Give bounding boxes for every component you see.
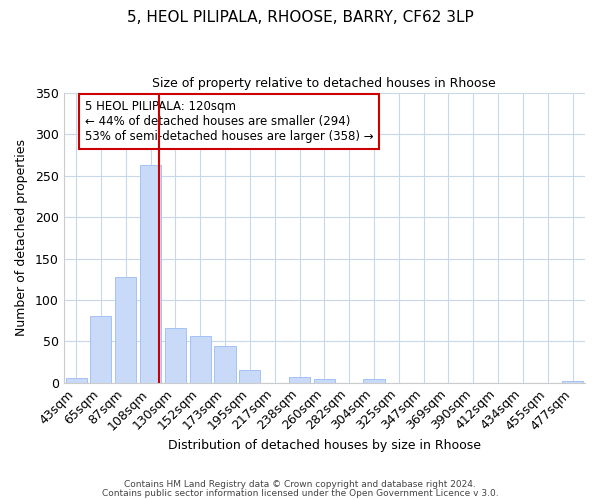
Text: Contains HM Land Registry data © Crown copyright and database right 2024.: Contains HM Land Registry data © Crown c… [124,480,476,489]
Text: Contains public sector information licensed under the Open Government Licence v : Contains public sector information licen… [101,488,499,498]
X-axis label: Distribution of detached houses by size in Rhoose: Distribution of detached houses by size … [168,440,481,452]
Text: 5 HEOL PILIPALA: 120sqm
← 44% of detached houses are smaller (294)
53% of semi-d: 5 HEOL PILIPALA: 120sqm ← 44% of detache… [85,100,373,144]
Bar [239,370,260,383]
Bar [65,378,86,383]
Bar [364,380,385,383]
Bar [214,346,236,383]
Title: Size of property relative to detached houses in Rhoose: Size of property relative to detached ho… [152,78,496,90]
Bar [165,328,186,383]
Text: 5, HEOL PILIPALA, RHOOSE, BARRY, CF62 3LP: 5, HEOL PILIPALA, RHOOSE, BARRY, CF62 3L… [127,10,473,25]
Bar [115,277,136,383]
Y-axis label: Number of detached properties: Number of detached properties [15,140,28,336]
Bar [289,377,310,383]
Bar [190,336,211,383]
Bar [140,165,161,383]
Bar [562,381,583,383]
Bar [314,378,335,383]
Bar [91,316,112,383]
